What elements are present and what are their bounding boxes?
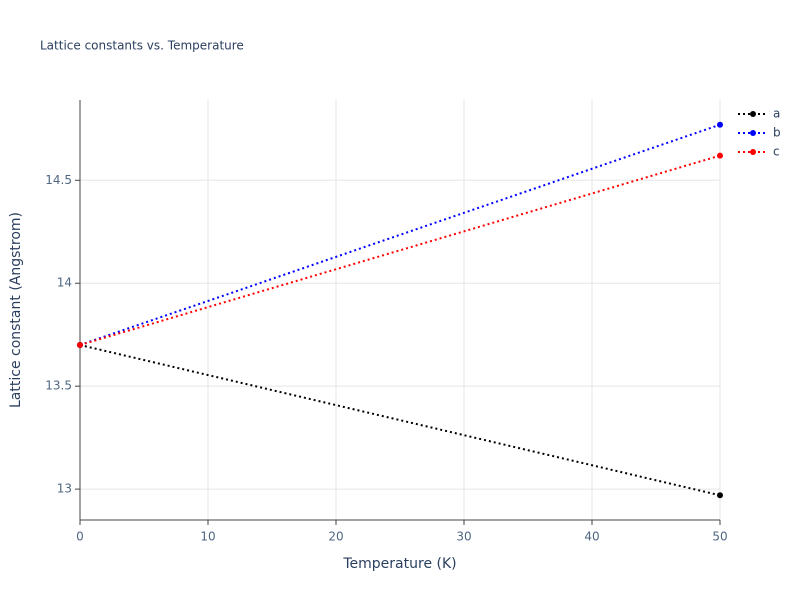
data-point bbox=[717, 492, 723, 499]
x-tick-label: 50 bbox=[712, 530, 727, 544]
x-tick-label: 0 bbox=[76, 530, 84, 544]
legend-marker bbox=[750, 130, 756, 136]
series-line bbox=[79, 344, 721, 497]
x-axis-title: Temperature (K) bbox=[342, 556, 456, 572]
x-tick-label: 20 bbox=[328, 530, 343, 544]
series-line bbox=[79, 123, 721, 346]
data-point bbox=[717, 152, 723, 159]
legend-label: b bbox=[773, 126, 781, 140]
data-point bbox=[77, 342, 83, 348]
legend-label: c bbox=[773, 145, 780, 159]
legend-marker bbox=[750, 149, 756, 155]
x-tick-label: 40 bbox=[584, 530, 599, 544]
y-tick-label: 14 bbox=[57, 276, 72, 290]
y-tick-label: 13 bbox=[57, 482, 72, 496]
legend-marker bbox=[750, 111, 756, 117]
y-axis-title: Lattice constant (Angstrom) bbox=[8, 212, 24, 408]
data-point bbox=[717, 121, 723, 128]
x-tick-label: 10 bbox=[200, 530, 215, 544]
x-tick-label: 30 bbox=[456, 530, 471, 544]
legend-label: a bbox=[773, 107, 780, 121]
y-tick-label: 13.5 bbox=[45, 379, 72, 393]
series-line bbox=[79, 154, 721, 346]
chart-title: Lattice constants vs. Temperature bbox=[40, 39, 244, 53]
y-tick-label: 14.5 bbox=[45, 173, 72, 187]
